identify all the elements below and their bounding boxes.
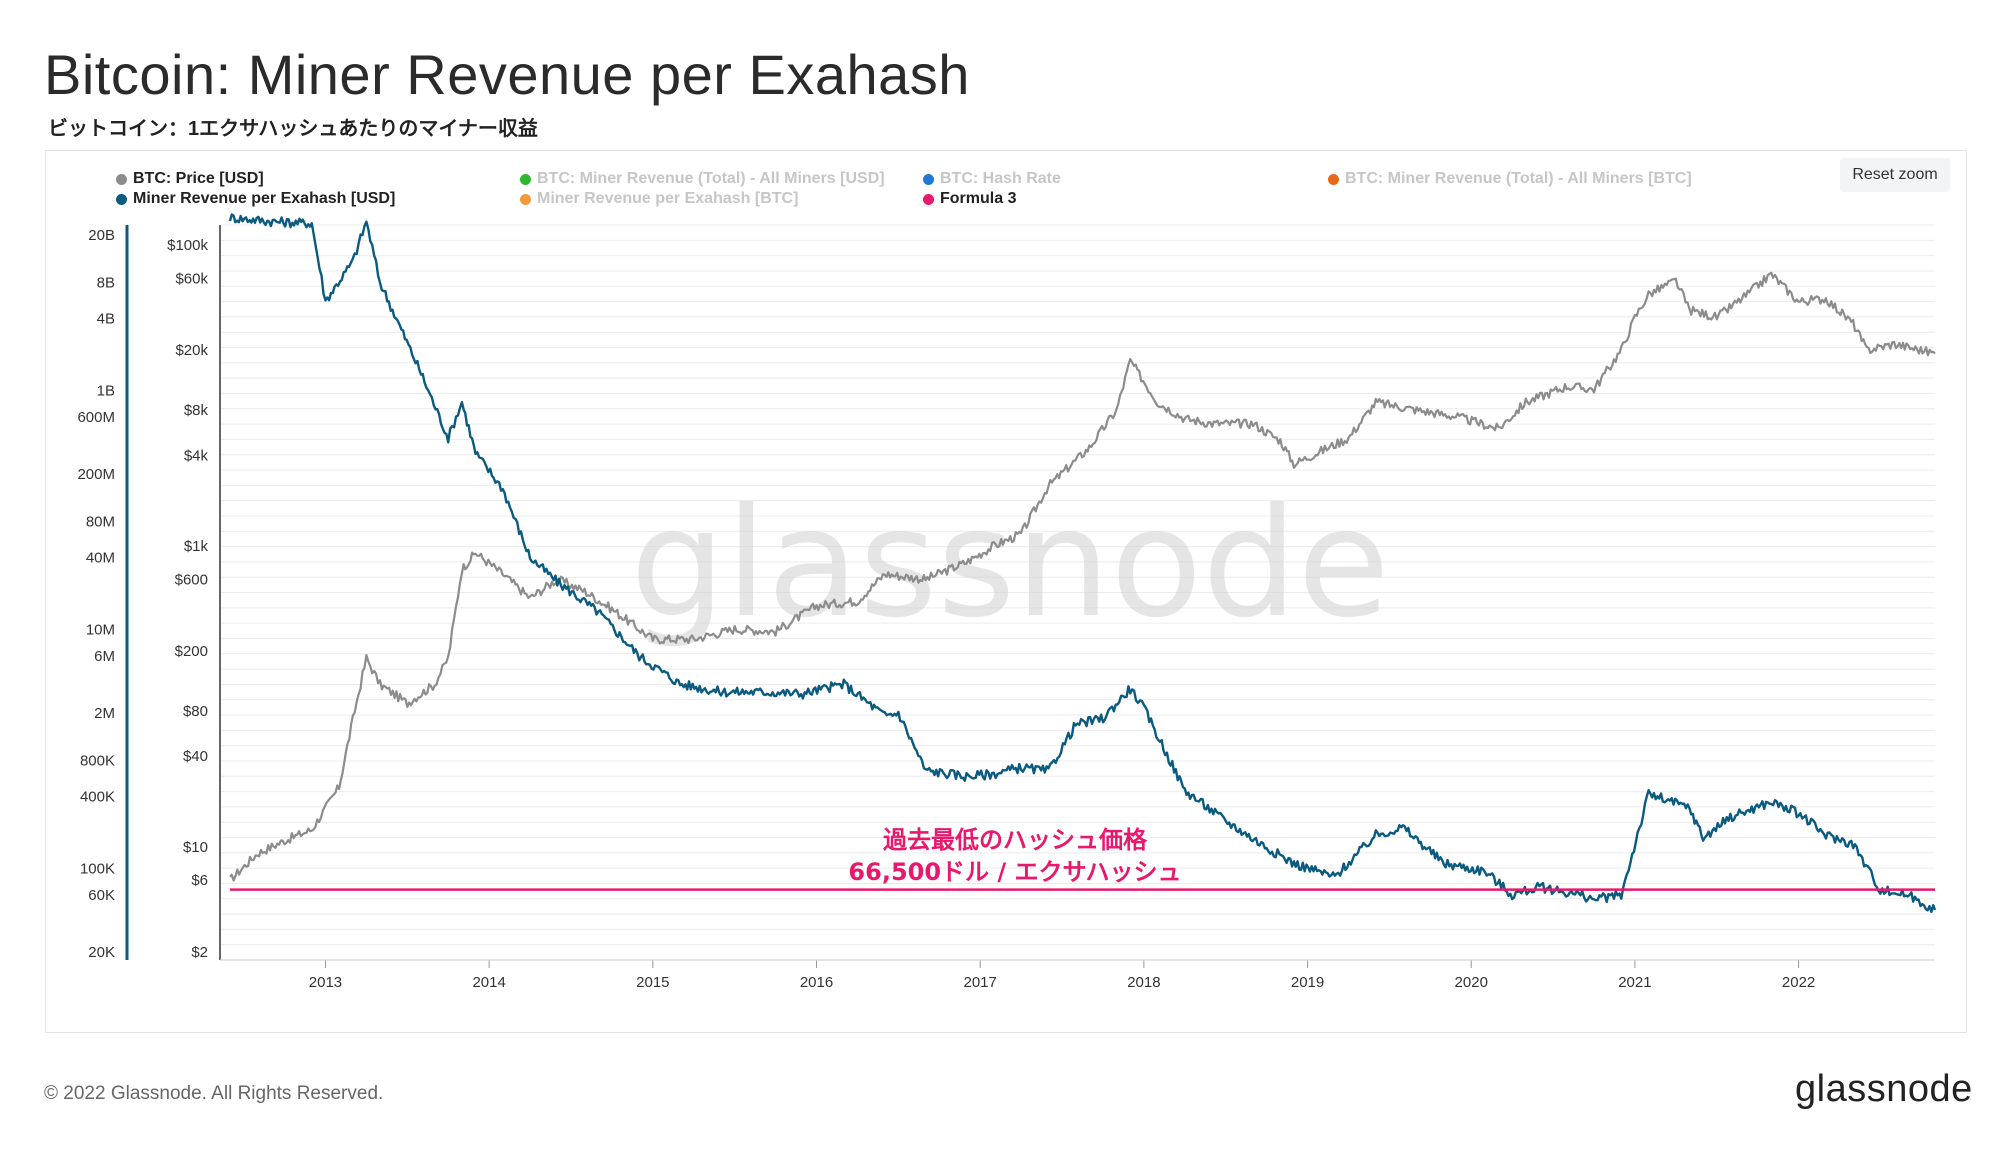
left-axis-tick-label: 40M: [86, 550, 115, 567]
x-axis-tick-label: 2021: [1618, 974, 1651, 991]
legend-dot: [1328, 173, 1339, 185]
left-axis-tick-label: 10M: [86, 621, 115, 638]
left-axis-tick-label: 1B: [97, 382, 115, 399]
x-axis-tick-label: 2017: [964, 974, 997, 991]
price-axis-tick-label: $6: [191, 872, 208, 889]
price-axis-tick-label: $60k: [175, 270, 208, 287]
x-axis-tick-label: 2014: [472, 974, 505, 991]
legend-dot: [520, 193, 531, 205]
price-axis-tick-label: $1k: [184, 538, 209, 555]
page-subtitle: ビットコイン：1エクサハッシュあたりのマイナー収益: [48, 118, 538, 140]
legend-item-miner-revenue-btc[interactable]: BTC: Miner Revenue (Total) - All Miners …: [1328, 170, 1692, 188]
legend-label: BTC: Miner Revenue (Total) - All Miners …: [537, 170, 885, 187]
legend-label: Miner Revenue per Exahash [USD]: [133, 190, 396, 207]
legend-item-hash-rate[interactable]: BTC: Hash Rate: [923, 170, 1061, 188]
annotation-line-1: 過去最低のハッシュ価格: [883, 826, 1148, 854]
left-axis-tick-label: 60K: [88, 887, 115, 904]
price-axis-tick-label: $4k: [184, 447, 209, 464]
left-axis-tick-label: 80M: [86, 514, 115, 531]
price-axis-tick-label: $600: [175, 571, 208, 588]
x-axis-tick-label: 2020: [1455, 974, 1488, 991]
page-title: Bitcoin: Miner Revenue per Exahash: [44, 43, 970, 106]
legend-label: BTC: Hash Rate: [940, 170, 1061, 187]
miner-revenue-per-exahash-line: [228, 213, 1937, 914]
left-axis-tick-label: 20K: [88, 944, 115, 961]
legend-label: Formula 3: [940, 190, 1017, 207]
left-axis-tick-label: 20B: [88, 227, 115, 244]
legend-dot: [116, 193, 127, 205]
x-axis-tick-label: 2016: [800, 974, 833, 991]
chart-frame: [45, 150, 1967, 1033]
x-axis-tick-label: 2019: [1291, 974, 1324, 991]
footer-brand-logo: glassnode: [1795, 1068, 1973, 1110]
left-axis-tick-label: 6M: [94, 648, 115, 665]
left-axis-tick-label: 800K: [80, 753, 115, 770]
price-axis-tick-label: $10: [183, 839, 208, 856]
price-axis-tick-label: $100k: [167, 237, 208, 254]
legend-item-formula-3[interactable]: Formula 3: [923, 190, 1016, 208]
legend-dot: [116, 173, 127, 185]
annotation-line-2: 66,500ドル / エクサハッシュ: [848, 858, 1181, 886]
btc-price-line: [229, 271, 1936, 882]
x-axis-tick-label: 2018: [1127, 974, 1160, 991]
legend-item-revenue-per-exahash-usd[interactable]: Miner Revenue per Exahash [USD]: [116, 190, 395, 208]
footer-copyright: © 2022 Glassnode. All Rights Reserved.: [44, 1083, 384, 1104]
x-axis-tick-label: 2015: [636, 974, 669, 991]
price-axis-tick-label: $2: [191, 944, 208, 961]
left-axis-tick-label: 200M: [77, 466, 115, 483]
left-axis-tick-label: 400K: [80, 789, 115, 806]
left-axis-tick-label: 600M: [77, 409, 115, 426]
legend-dot: [520, 173, 531, 185]
left-axis-tick-label: 4B: [97, 311, 115, 328]
legend-item-btc-price[interactable]: BTC: Price [USD]: [116, 170, 264, 188]
price-axis-tick-label: $20k: [175, 342, 208, 359]
legend-item-revenue-per-exahash-btc[interactable]: Miner Revenue per Exahash [BTC]: [520, 190, 798, 208]
price-axis-tick-label: $8k: [184, 402, 209, 419]
watermark: glassnode: [630, 477, 1389, 651]
price-axis-tick-label: $200: [175, 643, 208, 660]
legend-dot: [923, 193, 934, 205]
x-axis-tick-label: 2013: [309, 974, 342, 991]
left-axis-tick-label: 100K: [80, 860, 115, 877]
legend-label: BTC: Price [USD]: [133, 170, 264, 187]
x-axis-tick-label: 2022: [1782, 974, 1815, 991]
reset-zoom-button[interactable]: Reset zoom: [1840, 158, 1950, 192]
price-axis-tick-label: $80: [183, 703, 208, 720]
legend-dot: [923, 173, 934, 185]
legend-item-miner-revenue-usd[interactable]: BTC: Miner Revenue (Total) - All Miners …: [520, 170, 885, 188]
legend-label: Miner Revenue per Exahash [BTC]: [537, 190, 799, 207]
legend-label: BTC: Miner Revenue (Total) - All Miners …: [1345, 170, 1692, 187]
left-axis-tick-label: 8B: [97, 275, 115, 292]
price-axis-tick-label: $40: [183, 748, 208, 765]
left-axis-tick-label: 2M: [94, 705, 115, 722]
